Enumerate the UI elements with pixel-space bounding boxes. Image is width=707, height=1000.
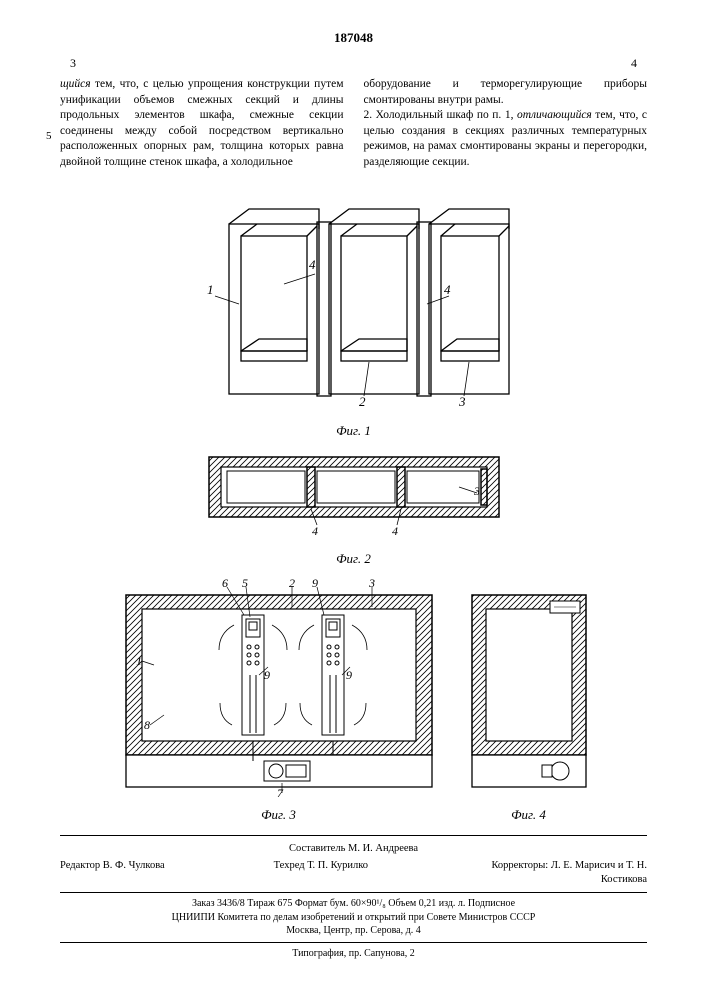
line-number-marker: 5 [46,129,52,144]
imprint-line3: Москва, Центр, пр. Серова, д. 4 [60,924,647,938]
svg-text:9: 9 [346,668,352,682]
text-columns: 5 щийся тем, что, с целью упрощения конс… [60,77,647,170]
imprint-block: Заказ 3436/8 Тираж 675 Формат бум. 60×90… [60,897,647,938]
left-col-text: тем, что, с целью упрощения конструк­ции… [60,78,344,168]
document-number: 187048 [60,30,647,46]
fig1-label-4a: 4 [309,257,316,272]
figure-2: 3 4 4 [60,447,647,547]
svg-text:7: 7 [277,786,284,800]
separator-2 [60,892,647,893]
fig3-caption: Фиг. 3 [114,807,444,823]
typography-line: Типография, пр. Сапунова, 2 [60,947,647,961]
compiler: Составитель М. И. Андреева [60,842,647,857]
fig1-label-1: 1 [207,282,214,297]
svg-text:5: 5 [242,576,248,590]
correctors: Корректоры: Л. Е. Марисич и Т. Н. Костик… [477,859,647,888]
svg-text:6: 6 [222,576,228,590]
fig1-caption: Фиг. 1 [60,423,647,439]
separator-1 [60,835,647,836]
fig2-label-4b: 4 [392,524,398,538]
editor: Редактор В. Ф. Чулкова [60,859,165,888]
techred: Техред Т. П. Курилко [274,859,368,888]
column-numbers: 3 4 [70,56,637,71]
col-num-left: 3 [70,56,76,71]
figure-1: 1 4 4 2 3 [60,184,647,419]
svg-text:9: 9 [312,576,318,590]
right-col-para2: 2. Холодильный шкаф по п. 1, отличаю­щий… [364,108,648,170]
svg-text:8: 8 [144,718,150,732]
col-num-right: 4 [631,56,637,71]
fig1-label-4b: 4 [444,282,451,297]
fig1-label-3: 3 [458,394,466,409]
fig2-caption: Фиг. 2 [60,551,647,567]
svg-text:2: 2 [289,576,295,590]
svg-text:1: 1 [136,654,142,668]
separator-3 [60,942,647,943]
fig4-caption: Фиг. 4 [464,807,594,823]
right-column: оборудование и терморегулирующие приборы… [364,77,648,170]
imprint-line1: Заказ 3436/8 Тираж 675 Формат бум. 60×90… [60,897,647,911]
credits-block: Составитель М. И. Андреева Редактор В. Ф… [60,842,647,888]
fig2-label-4a: 4 [312,524,318,538]
fig1-label-2: 2 [359,394,366,409]
figure-3-4: 1 2 3 5 6 9 8 7 9 9 Фиг. 3 [60,575,647,831]
svg-text:9: 9 [264,668,270,682]
right-col-para1: оборудование и терморегулирующие приборы… [364,77,648,108]
patent-page: 187048 3 4 5 щийся тем, что, с целью упр… [0,0,707,1000]
imprint-line2: ЦНИИПИ Комитета по делам изобретений и о… [60,911,647,925]
left-column: 5 щийся тем, что, с целью упрощения конс… [60,77,344,170]
fig2-label-3: 3 [473,484,480,498]
svg-text:3: 3 [368,576,375,590]
